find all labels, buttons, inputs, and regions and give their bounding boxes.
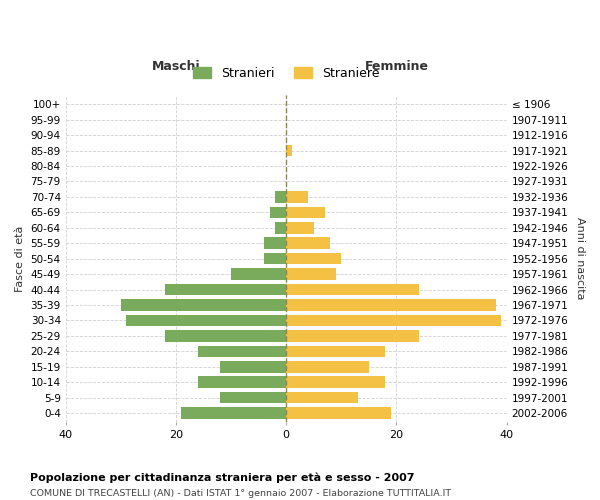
Bar	[198, 346, 286, 357]
Bar	[121, 299, 286, 311]
Bar	[269, 206, 286, 218]
Legend: Stranieri, Straniere: Stranieri, Straniere	[188, 62, 385, 85]
Bar	[286, 361, 369, 372]
Bar	[286, 346, 385, 357]
Bar	[286, 145, 292, 156]
Text: Femmine: Femmine	[364, 60, 428, 74]
Bar	[264, 253, 286, 264]
Bar	[127, 314, 286, 326]
Bar	[286, 268, 336, 280]
Bar	[198, 376, 286, 388]
Y-axis label: Fasce di età: Fasce di età	[15, 226, 25, 292]
Bar	[286, 376, 385, 388]
Bar	[286, 191, 308, 202]
Bar	[220, 361, 286, 372]
Bar	[231, 268, 286, 280]
Bar	[286, 222, 314, 234]
Text: COMUNE DI TRECASTELLI (AN) - Dati ISTAT 1° gennaio 2007 - Elaborazione TUTTITALI: COMUNE DI TRECASTELLI (AN) - Dati ISTAT …	[30, 489, 451, 498]
Bar	[286, 299, 496, 311]
Bar	[264, 238, 286, 249]
Bar	[286, 314, 501, 326]
Bar	[286, 253, 341, 264]
Bar	[286, 392, 358, 404]
Bar	[286, 330, 419, 342]
Bar	[286, 284, 419, 296]
Text: Maschi: Maschi	[152, 60, 200, 74]
Bar	[220, 392, 286, 404]
Bar	[286, 408, 391, 419]
Y-axis label: Anni di nascita: Anni di nascita	[575, 218, 585, 300]
Bar	[286, 206, 325, 218]
Bar	[165, 284, 286, 296]
Bar	[275, 222, 286, 234]
Bar	[181, 408, 286, 419]
Bar	[275, 191, 286, 202]
Text: Popolazione per cittadinanza straniera per età e sesso - 2007: Popolazione per cittadinanza straniera p…	[30, 472, 415, 483]
Bar	[165, 330, 286, 342]
Bar	[286, 238, 331, 249]
